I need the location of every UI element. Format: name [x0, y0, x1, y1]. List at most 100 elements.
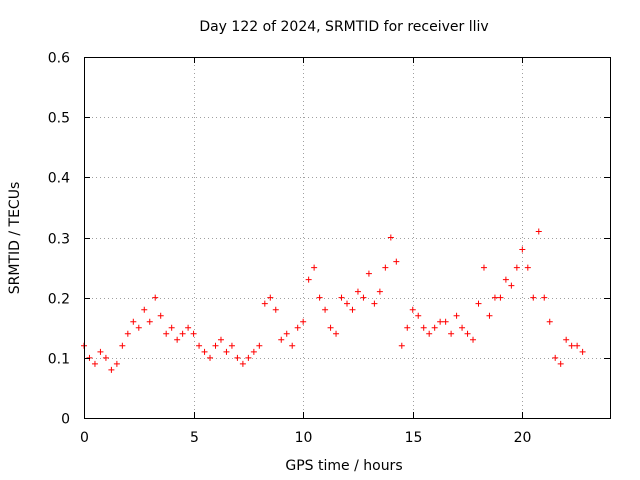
data-point [508, 282, 515, 289]
x-tick-label: 10 [295, 430, 313, 446]
data-point [201, 348, 208, 355]
data-point [371, 300, 378, 307]
data-point [168, 324, 175, 331]
data-point [415, 312, 422, 319]
data-point [185, 324, 192, 331]
data-point [322, 306, 329, 313]
data-point [250, 348, 257, 355]
data-point [546, 318, 553, 325]
data-point [354, 288, 361, 295]
x-tick-label: 0 [80, 430, 89, 446]
data-point [311, 264, 318, 271]
data-point [393, 258, 400, 265]
data-point [196, 342, 203, 349]
data-point [256, 342, 263, 349]
data-point [267, 294, 274, 301]
data-point [217, 336, 224, 343]
data-point [272, 306, 279, 313]
x-tick-label: 15 [405, 430, 423, 446]
data-point [491, 294, 498, 301]
data-points [81, 228, 586, 373]
y-tick-label: 0.2 [48, 292, 70, 308]
data-point [557, 360, 564, 367]
data-point [333, 330, 340, 337]
data-point [486, 312, 493, 319]
data-point [157, 312, 164, 319]
data-point [207, 354, 214, 361]
data-point [163, 330, 170, 337]
data-point [426, 330, 433, 337]
y-tick-labels: 0 0.1 0.2 0.3 0.4 0.5 0.6 [48, 51, 70, 428]
data-point [470, 336, 477, 343]
data-point [448, 330, 455, 337]
x-tick-label: 5 [190, 430, 199, 446]
data-point [360, 294, 367, 301]
data-point [239, 360, 246, 367]
data-point [344, 300, 350, 307]
data-point [283, 330, 290, 337]
data-point [480, 264, 487, 271]
data-point [574, 342, 581, 349]
data-point [327, 324, 334, 331]
data-point [365, 270, 372, 277]
data-point [119, 342, 126, 349]
data-point [316, 294, 323, 301]
y-tick-label: 0.6 [48, 51, 70, 67]
data-point [130, 318, 137, 325]
data-point [459, 324, 466, 331]
data-point [305, 276, 312, 283]
data-point [579, 348, 586, 355]
data-point [563, 336, 570, 343]
data-point [141, 306, 148, 313]
axis-ticks [84, 57, 610, 419]
data-point [387, 234, 394, 241]
data-point [442, 318, 449, 325]
data-point [464, 330, 471, 337]
data-point [376, 288, 383, 295]
data-point [409, 306, 416, 313]
y-tick-label: 0 [61, 412, 70, 428]
data-point [124, 330, 131, 337]
data-point [453, 312, 460, 319]
data-point [382, 264, 389, 271]
data-point [349, 306, 356, 313]
data-point [135, 324, 142, 331]
data-point [404, 324, 411, 331]
data-point [568, 342, 575, 349]
data-point [190, 330, 197, 337]
data-point [437, 318, 444, 325]
data-point [541, 294, 548, 301]
data-point [97, 348, 104, 355]
data-point [289, 342, 296, 349]
data-point [278, 336, 285, 343]
data-point [102, 354, 109, 361]
data-point [513, 264, 520, 271]
data-point [519, 246, 526, 253]
data-point [91, 360, 98, 367]
data-point [113, 360, 120, 367]
data-point [497, 294, 504, 301]
data-point [300, 318, 307, 325]
data-point [179, 330, 186, 337]
x-tick-label: 20 [514, 430, 532, 446]
y-tick-label: 0.3 [48, 232, 70, 248]
x-axis-label: GPS time / hours [285, 458, 402, 474]
data-point [338, 294, 345, 301]
data-point [502, 276, 509, 283]
data-point [234, 354, 241, 361]
data-point [86, 354, 93, 361]
data-point [245, 354, 252, 361]
data-point [223, 348, 230, 355]
data-point [475, 300, 482, 307]
gridlines [84, 57, 610, 418]
data-point [530, 294, 537, 301]
y-tick-label: 0.5 [48, 111, 70, 127]
data-point [146, 318, 153, 325]
data-point [174, 336, 181, 343]
data-point [398, 342, 405, 349]
data-point [431, 324, 438, 331]
data-point [212, 342, 219, 349]
data-point [552, 354, 559, 361]
data-point [152, 294, 159, 301]
